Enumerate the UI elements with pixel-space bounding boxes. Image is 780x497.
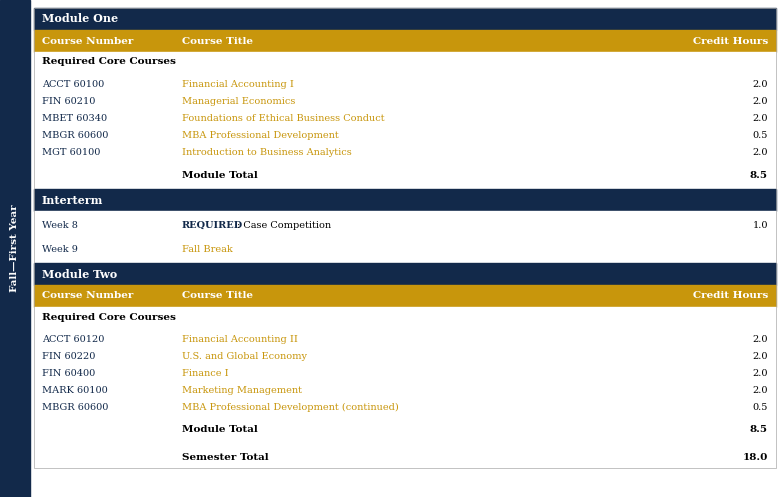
Text: MBET 60340: MBET 60340: [42, 114, 107, 123]
Bar: [34, 307, 776, 327]
Bar: [34, 161, 776, 165]
Text: Week 8: Week 8: [42, 221, 78, 230]
Text: Course Number: Course Number: [42, 36, 133, 46]
Bar: [34, 127, 776, 144]
Text: FIN 60210: FIN 60210: [42, 97, 95, 106]
Bar: [34, 239, 776, 259]
Bar: [34, 263, 776, 285]
Text: U.S. and Global Economy: U.S. and Global Economy: [182, 352, 307, 361]
Bar: [34, 235, 776, 239]
Text: Semester Total: Semester Total: [182, 453, 268, 463]
Bar: [34, 259, 776, 263]
Bar: [34, 52, 776, 72]
Bar: [34, 327, 776, 331]
Text: MARK 60100: MARK 60100: [42, 386, 108, 395]
Bar: [34, 110, 776, 127]
Text: Credit Hours: Credit Hours: [693, 292, 768, 301]
Bar: [34, 8, 776, 30]
Text: 2.0: 2.0: [753, 352, 768, 361]
Text: FIN 60400: FIN 60400: [42, 369, 95, 378]
Text: ACCT 60120: ACCT 60120: [42, 335, 105, 344]
Text: Interterm: Interterm: [42, 194, 104, 205]
Bar: [0, 0, 30, 497]
Text: Module Total: Module Total: [182, 170, 257, 179]
Bar: [34, 331, 776, 348]
Text: 8.5: 8.5: [750, 170, 768, 179]
Bar: [34, 440, 776, 448]
Text: 2.0: 2.0: [753, 369, 768, 378]
Text: REQUIRED: REQUIRED: [182, 221, 243, 230]
Bar: [34, 144, 776, 161]
Bar: [34, 165, 776, 185]
Bar: [34, 215, 776, 235]
Text: 0.5: 0.5: [753, 131, 768, 140]
Text: Introduction to Business Analytics: Introduction to Business Analytics: [182, 148, 352, 157]
Bar: [34, 93, 776, 110]
Bar: [34, 420, 776, 440]
Text: Course Title: Course Title: [182, 36, 253, 46]
Text: Managerial Economics: Managerial Economics: [182, 97, 296, 106]
Text: 2.0: 2.0: [753, 148, 768, 157]
Text: Required Core Courses: Required Core Courses: [42, 313, 176, 322]
Bar: [34, 72, 776, 76]
Text: Week 9: Week 9: [42, 245, 78, 253]
Text: Finance I: Finance I: [182, 369, 229, 378]
Text: Marketing Management: Marketing Management: [182, 386, 302, 395]
Text: Course Title: Course Title: [182, 292, 253, 301]
Text: 2.0: 2.0: [753, 114, 768, 123]
Text: 2.0: 2.0: [753, 97, 768, 106]
Bar: [34, 348, 776, 365]
Text: 0.5: 0.5: [753, 403, 768, 412]
Bar: [34, 211, 776, 215]
Text: 2.0: 2.0: [753, 386, 768, 395]
Text: 18.0: 18.0: [743, 453, 768, 463]
Bar: [34, 382, 776, 399]
Text: : Case Competition: : Case Competition: [237, 221, 332, 230]
Text: Foundations of Ethical Business Conduct: Foundations of Ethical Business Conduct: [182, 114, 385, 123]
Text: 2.0: 2.0: [753, 80, 768, 89]
Bar: [34, 185, 776, 189]
Text: FIN 60220: FIN 60220: [42, 352, 95, 361]
Text: Fall—First Year: Fall—First Year: [10, 205, 20, 292]
Bar: [34, 76, 776, 93]
Bar: [34, 399, 776, 416]
Bar: [34, 448, 776, 468]
Bar: [34, 365, 776, 382]
Text: Financial Accounting I: Financial Accounting I: [182, 80, 294, 89]
Bar: [34, 285, 776, 307]
Bar: [34, 416, 776, 420]
Text: Fall Break: Fall Break: [182, 245, 232, 253]
Text: MBGR 60600: MBGR 60600: [42, 131, 108, 140]
Text: ACCT 60100: ACCT 60100: [42, 80, 105, 89]
Text: Required Core Courses: Required Core Courses: [42, 58, 176, 67]
Text: 2.0: 2.0: [753, 335, 768, 344]
Text: MBA Professional Development: MBA Professional Development: [182, 131, 339, 140]
Text: Module One: Module One: [42, 13, 118, 24]
Text: Credit Hours: Credit Hours: [693, 36, 768, 46]
Bar: [34, 189, 776, 211]
Text: Module Total: Module Total: [182, 425, 257, 434]
Bar: [34, 30, 776, 52]
Text: MBGR 60600: MBGR 60600: [42, 403, 108, 412]
Text: Course Number: Course Number: [42, 292, 133, 301]
Text: MBA Professional Development (continued): MBA Professional Development (continued): [182, 403, 399, 412]
Text: 1.0: 1.0: [753, 221, 768, 230]
Text: Module Two: Module Two: [42, 268, 117, 279]
Text: Financial Accounting II: Financial Accounting II: [182, 335, 298, 344]
Text: MGT 60100: MGT 60100: [42, 148, 101, 157]
Text: 8.5: 8.5: [750, 425, 768, 434]
